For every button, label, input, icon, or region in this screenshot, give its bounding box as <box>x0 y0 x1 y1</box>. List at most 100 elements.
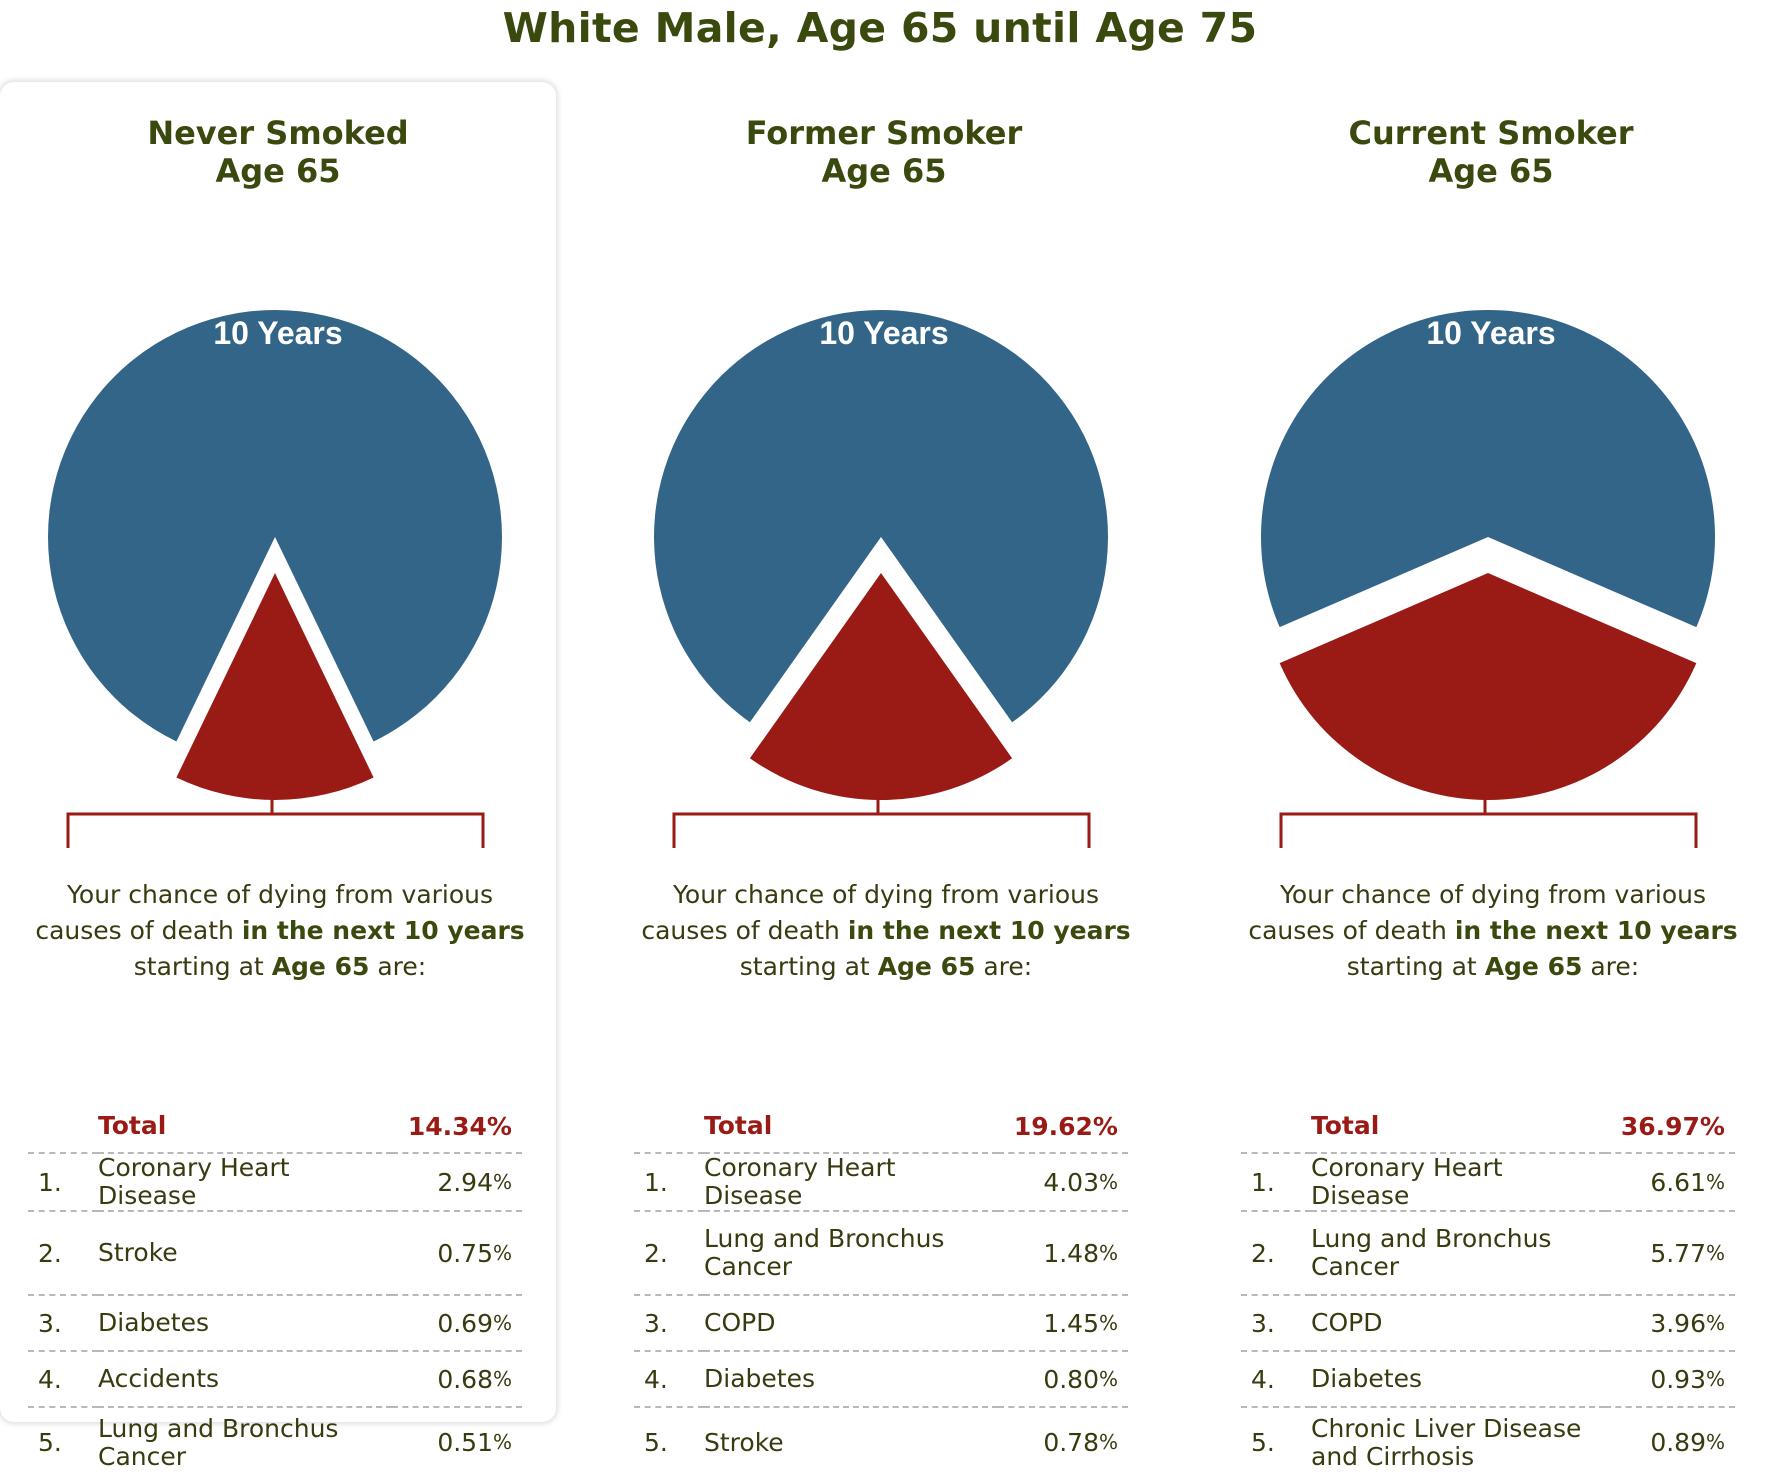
cause-value-number: 2.94 <box>437 1167 493 1197</box>
cause-name: COPD <box>704 1294 998 1351</box>
table-row: 4. Diabetes 0.93% <box>1241 1350 1735 1407</box>
description-emphasis: in the next 10 years <box>241 916 525 945</box>
cause-rank: 2. <box>1241 1210 1311 1295</box>
table-row: 3. COPD 1.45% <box>634 1294 1128 1351</box>
bracket <box>66 794 485 848</box>
cause-name: Lung and Bronchus Cancer <box>1311 1210 1605 1295</box>
table-row: 2. Lung and Bronchus Cancer 1.48% <box>634 1210 1128 1295</box>
survive-percent: 85.7% Survive <box>170 278 386 314</box>
cause-value-number: 0.80 <box>1043 1364 1099 1394</box>
description-emphasis: in the next 10 years <box>1454 916 1738 945</box>
cause-value: 4.03% <box>998 1152 1128 1211</box>
description-text: starting at <box>1346 952 1485 981</box>
cause-name: Accidents <box>98 1350 392 1407</box>
cause-name: Lung and Bronchus Cancer <box>704 1210 998 1295</box>
causes-table: Total 36.97% 1. Coronary Heart Disease 6.61%… <box>1241 1100 1735 1477</box>
table-row: 2. Stroke 0.75% <box>28 1210 522 1295</box>
causes-table: Total 19.62% 1. Coronary Heart Disease 4.03%… <box>634 1100 1128 1477</box>
total-row: Total 19.62% <box>634 1100 1128 1153</box>
cause-rank: 1. <box>1241 1152 1311 1211</box>
cause-value-number: 1.45 <box>1043 1308 1099 1338</box>
table-row: 1. Coronary Heart Disease 4.03% <box>634 1152 1128 1211</box>
panel-never-smoked: Never Smoked Age 65 85.7% Survive 10 Years 1… <box>0 82 556 1477</box>
description-text: starting at <box>133 952 272 981</box>
description-text: Your chance of dying from various causes… <box>1248 880 1707 945</box>
pie-chart <box>47 309 503 800</box>
panel-title-line1: Current Smoker <box>1348 114 1634 152</box>
cause-rank: 3. <box>28 1294 98 1351</box>
cause-value-number: 0.69 <box>437 1308 493 1338</box>
cause-value-number: 6.61 <box>1650 1167 1706 1197</box>
survive-period: 10 Years <box>819 315 949 351</box>
pie-slice-die <box>1279 573 1697 800</box>
description: Your chance of dying from various causes… <box>636 877 1136 985</box>
cause-value: 6.61% <box>1605 1152 1735 1211</box>
description-text: Your chance of dying from various causes… <box>35 880 494 945</box>
cause-value-unit: % <box>492 1310 512 1335</box>
pie-slice-die <box>749 573 1013 800</box>
total-label: Total <box>1311 1111 1380 1140</box>
cause-value: 5.77% <box>1605 1210 1735 1295</box>
cause-rank: 5. <box>634 1406 704 1477</box>
cause-value-number: 0.93 <box>1650 1364 1706 1394</box>
pie-chart <box>654 310 1108 800</box>
panel-title-line1: Never Smoked <box>147 114 409 152</box>
cause-value-unit: % <box>1705 1430 1725 1454</box>
cause-value-unit: % <box>1705 1240 1725 1265</box>
cause-value-unit: % <box>1098 1430 1118 1454</box>
cause-value: 2.94% <box>392 1152 522 1211</box>
table-row: 5. Lung and Bronchus Cancer 0.51% <box>28 1406 522 1477</box>
cause-rank: 5. <box>1241 1406 1311 1477</box>
cause-value: 0.93% <box>1605 1350 1735 1407</box>
bracket <box>1279 794 1698 848</box>
table-row: 4. Accidents 0.68% <box>28 1350 522 1407</box>
cause-value: 1.45% <box>998 1294 1128 1351</box>
table-row: 1. Coronary Heart Disease 6.61% <box>1241 1152 1735 1211</box>
cause-name: Lung and Bronchus Cancer <box>98 1406 392 1477</box>
cause-value: 0.80% <box>998 1350 1128 1407</box>
cause-name: Stroke <box>98 1210 392 1295</box>
cause-name: Diabetes <box>1311 1350 1605 1407</box>
page-title: White Male, Age 65 until Age 75 <box>502 4 1258 52</box>
cause-name: Diabetes <box>98 1294 392 1351</box>
bracket-line <box>1279 794 1698 848</box>
cause-value: 0.69% <box>392 1294 522 1351</box>
cause-value-unit: % <box>492 1430 512 1454</box>
cause-name: Diabetes <box>704 1350 998 1407</box>
cause-value-number: 4.03 <box>1043 1167 1099 1197</box>
panel-title-line2: Age 65 <box>1428 152 1554 190</box>
table-row: 1. Coronary Heart Disease 2.94% <box>28 1152 522 1211</box>
bracket-line <box>672 794 1091 848</box>
panel-title-line2: Age 65 <box>215 152 341 190</box>
description-emphasis: in the next 10 years <box>847 916 1131 945</box>
causes-table: Total 14.34% 1. Coronary Heart Disease 2.94%… <box>28 1100 522 1477</box>
description-age: Age 65 <box>877 952 976 981</box>
total-value: 14.34% <box>407 1111 512 1141</box>
table-row: 3. COPD 3.96% <box>1241 1294 1735 1351</box>
cause-value-number: 0.89 <box>1650 1428 1706 1457</box>
cause-name: COPD <box>1311 1294 1605 1351</box>
table-row: 5. Stroke 0.78% <box>634 1406 1128 1477</box>
description-text: starting at <box>739 952 878 981</box>
panel-former-smoker: Former Smoker Age 65 80.4% Survive 10 Years… <box>606 82 1162 1477</box>
bracket <box>672 794 1091 848</box>
die-label: 19.6% Die <box>809 722 959 758</box>
cause-rank: 3. <box>634 1294 704 1351</box>
cause-name: Chronic Liver Disease and Cirrhosis <box>1311 1406 1605 1477</box>
cause-value-number: 0.78 <box>1043 1428 1099 1457</box>
survive-percent: 63.0% Survive <box>1383 278 1599 314</box>
table-row: 3. Diabetes 0.69% <box>28 1294 522 1351</box>
total-label: Total <box>98 1111 167 1140</box>
pie-chart <box>1261 309 1715 800</box>
description: Your chance of dying from various causes… <box>1243 877 1743 985</box>
cause-value-number: 0.68 <box>437 1364 493 1394</box>
description-text: are: <box>1582 952 1640 981</box>
survive-period: 10 Years <box>213 315 343 351</box>
cause-name: Coronary Heart Disease <box>98 1152 392 1211</box>
cause-rank: 1. <box>28 1152 98 1211</box>
total-row: Total 36.97% <box>1241 1100 1735 1153</box>
cause-value-unit: % <box>1098 1240 1118 1265</box>
cause-value-unit: % <box>1705 1366 1725 1391</box>
survive-label: 85.7% Survive 10 Years <box>0 278 556 352</box>
survive-period: 10 Years <box>1426 315 1556 351</box>
